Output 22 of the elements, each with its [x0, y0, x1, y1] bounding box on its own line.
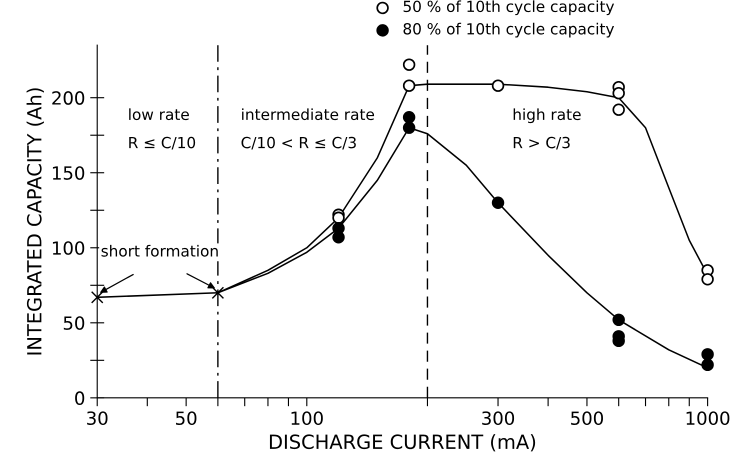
x-tick-label: 300 [482, 411, 514, 426]
x-tick-label: 100 [292, 411, 323, 426]
y-tick-label: 0 [75, 391, 84, 405]
annotation: short formation [102, 244, 218, 257]
x-tick-label: 1000 [686, 411, 730, 426]
annotation: R > C/3 [514, 136, 570, 150]
y-tick-label: 200 [52, 91, 84, 105]
annotation: C/10 < R ≤ C/3 [242, 136, 356, 150]
y-tick-label: 100 [52, 241, 84, 255]
x-tick-label: 50 [176, 411, 196, 426]
legend-label: 80 % of 10th cycle capacity [403, 22, 614, 38]
x-axis-title: DISCHARGE CURRENT (mA) [270, 434, 536, 452]
y-axis-title: INTEGRATED CAPACITY (Ah) [26, 88, 44, 354]
y-tick-label: 150 [52, 166, 84, 180]
y-tick-label: 50 [64, 316, 84, 330]
annotation: R ≤ C/10 [129, 136, 196, 150]
annotation: intermediate rate [242, 108, 374, 120]
annotation: low rate [129, 108, 189, 120]
x-tick-label: 500 [571, 411, 603, 426]
x-tick-label: 30 [87, 411, 108, 426]
annotation: high rate [514, 108, 581, 124]
legend-label: 50 % of 10th cycle capacity [404, 0, 614, 16]
